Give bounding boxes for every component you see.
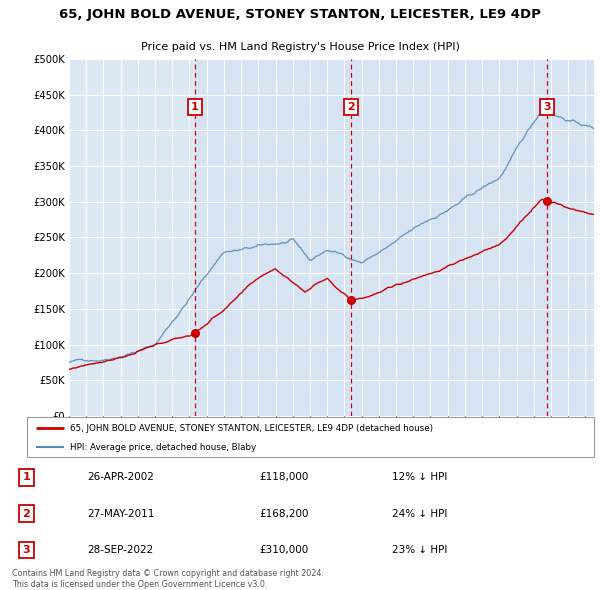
Text: 3: 3 xyxy=(543,102,550,112)
Text: 2: 2 xyxy=(23,509,30,519)
Text: £168,200: £168,200 xyxy=(260,509,309,519)
Text: 12% ↓ HPI: 12% ↓ HPI xyxy=(392,472,448,482)
Bar xyxy=(195,59,352,416)
Text: Price paid vs. HM Land Registry's House Price Index (HPI): Price paid vs. HM Land Registry's House … xyxy=(140,42,460,52)
Text: 28-SEP-2022: 28-SEP-2022 xyxy=(87,545,153,555)
Text: 24% ↓ HPI: 24% ↓ HPI xyxy=(392,509,448,519)
Text: HPI: Average price, detached house, Blaby: HPI: Average price, detached house, Blab… xyxy=(70,442,256,452)
Text: 65, JOHN BOLD AVENUE, STONEY STANTON, LEICESTER, LE9 4DP (detached house): 65, JOHN BOLD AVENUE, STONEY STANTON, LE… xyxy=(70,424,433,433)
Text: Contains HM Land Registry data © Crown copyright and database right 2024.: Contains HM Land Registry data © Crown c… xyxy=(12,569,324,578)
Text: This data is licensed under the Open Government Licence v3.0.: This data is licensed under the Open Gov… xyxy=(12,580,268,589)
Text: 1: 1 xyxy=(23,472,30,482)
Text: 27-MAY-2011: 27-MAY-2011 xyxy=(87,509,154,519)
Text: £118,000: £118,000 xyxy=(260,472,309,482)
FancyBboxPatch shape xyxy=(27,417,594,457)
Text: 3: 3 xyxy=(23,545,30,555)
Text: 26-APR-2002: 26-APR-2002 xyxy=(87,472,154,482)
Text: 2: 2 xyxy=(347,102,355,112)
Text: 65, JOHN BOLD AVENUE, STONEY STANTON, LEICESTER, LE9 4DP: 65, JOHN BOLD AVENUE, STONEY STANTON, LE… xyxy=(59,8,541,21)
Bar xyxy=(547,59,594,416)
Text: 23% ↓ HPI: 23% ↓ HPI xyxy=(392,545,448,555)
Text: £310,000: £310,000 xyxy=(260,545,309,555)
Text: 1: 1 xyxy=(191,102,199,112)
Bar xyxy=(352,59,547,416)
